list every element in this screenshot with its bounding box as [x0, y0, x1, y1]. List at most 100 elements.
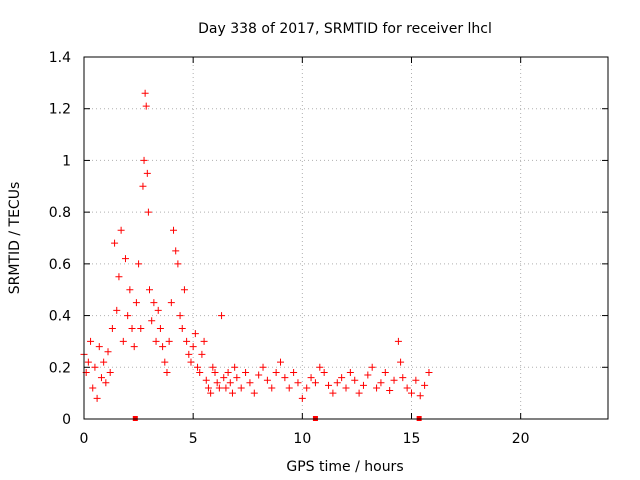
- data-point: [198, 350, 206, 358]
- data-point: [156, 325, 164, 332]
- data-point: [211, 368, 219, 376]
- x-tick-label: 10: [293, 431, 311, 447]
- data-point: [106, 368, 114, 376]
- data-point: [222, 384, 230, 392]
- data-point: [200, 337, 208, 345]
- y-tick-label: 1.4: [49, 50, 71, 66]
- data-point: [272, 368, 280, 376]
- data-point: [394, 337, 402, 345]
- plot-frame: [83, 56, 609, 420]
- data-point: [159, 343, 167, 351]
- data-point: [93, 394, 101, 402]
- data-point: [255, 371, 263, 379]
- data-point: [135, 260, 143, 268]
- data-point: [338, 374, 346, 382]
- data-point: [180, 286, 188, 294]
- data-point: [320, 368, 328, 376]
- data-point: [416, 392, 424, 400]
- data-point: [202, 376, 210, 384]
- data-point: [263, 376, 271, 384]
- data-point: [397, 358, 405, 366]
- data-point: [285, 384, 293, 392]
- data-point: [115, 273, 123, 281]
- data-point: [268, 384, 276, 392]
- data-point: [294, 379, 302, 387]
- data-point: [111, 239, 119, 247]
- data-point: [104, 348, 112, 356]
- y-tick-label: 0.6: [49, 257, 71, 273]
- data-point: [368, 363, 376, 371]
- data-point: [277, 358, 284, 366]
- data-point: [311, 379, 319, 387]
- data-point: [333, 379, 341, 387]
- data-point: [246, 379, 254, 387]
- data-point: [377, 379, 385, 387]
- data-point: [290, 368, 298, 376]
- data-point: [170, 226, 178, 234]
- data-point: [146, 286, 153, 294]
- data-point: [303, 384, 311, 392]
- data-point: [140, 156, 148, 164]
- data-point: [351, 376, 359, 384]
- data-point: [139, 182, 147, 190]
- data-point: [84, 358, 92, 366]
- data-point: [329, 389, 337, 397]
- data-point: [130, 343, 138, 351]
- data-point: [233, 374, 241, 382]
- data-point: [108, 325, 116, 332]
- data-point: [213, 379, 221, 387]
- data-point: [152, 337, 160, 345]
- x-axis-label: GPS time / hours: [286, 459, 403, 475]
- x-tick-label: 20: [512, 431, 530, 447]
- data-point: [189, 343, 197, 351]
- data-point: [102, 379, 110, 387]
- data-point: [242, 368, 250, 376]
- data-point: [165, 337, 173, 345]
- data-point: [142, 102, 150, 110]
- data-point: [89, 384, 97, 392]
- data-point: [161, 358, 169, 366]
- data-point: [87, 337, 95, 345]
- data-point: [307, 374, 315, 382]
- data-point: [220, 374, 228, 382]
- data-point: [91, 363, 99, 371]
- data-point: [218, 312, 226, 320]
- data-point: [342, 384, 350, 392]
- data-point: [124, 312, 132, 320]
- data-point: [95, 343, 103, 351]
- data-point: [399, 374, 407, 382]
- data-point: [228, 389, 236, 397]
- data-point: [381, 368, 389, 376]
- data-point: [355, 389, 363, 397]
- data-point: [237, 384, 245, 392]
- x-tick-label: 15: [403, 431, 421, 447]
- data-point: [412, 376, 420, 384]
- data-point: [185, 350, 193, 358]
- data-point: [163, 368, 171, 376]
- data-point: [191, 330, 199, 338]
- data-point: [183, 337, 191, 345]
- y-axis-ticks: 0 0.2 0.4 0.6 0.8 1 1.2 1.4: [49, 50, 608, 428]
- data-point: [231, 363, 239, 371]
- data-point: [364, 371, 372, 379]
- data-point: [141, 89, 149, 97]
- data-points: [80, 89, 433, 402]
- data-point: [119, 337, 127, 345]
- y-tick-label: 0.8: [49, 205, 71, 221]
- data-point: [143, 169, 151, 177]
- data-point: [346, 368, 354, 376]
- x-axis-ticks: 0 5 10 15 20: [80, 57, 530, 447]
- data-point: [144, 208, 152, 216]
- data-point: [281, 374, 289, 382]
- data-point: [359, 381, 367, 389]
- y-tick-label: 0.4: [49, 309, 71, 325]
- x-tick-label: 5: [189, 431, 198, 447]
- data-point: [176, 312, 184, 320]
- data-point: [215, 384, 223, 392]
- data-point: [421, 381, 429, 389]
- x-tick-label: 0: [80, 431, 89, 447]
- data-point: [298, 394, 306, 402]
- data-point: [196, 368, 204, 376]
